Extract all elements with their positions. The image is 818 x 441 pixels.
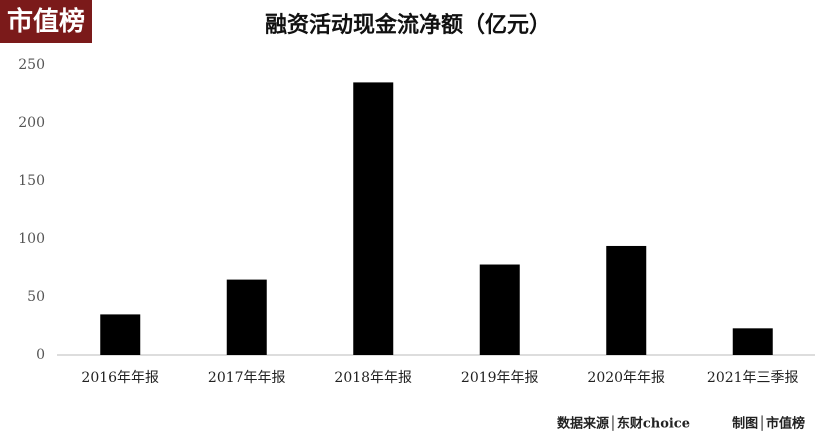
y-tick-label: 150	[18, 173, 45, 189]
chart-title: 融资活动现金流净额（亿元）	[265, 12, 551, 38]
x-tick-label: 2021年三季报	[707, 370, 799, 386]
y-tick-label: 200	[18, 115, 45, 131]
logo: 市值榜	[7, 6, 85, 37]
x-tick-label: 2019年年报	[461, 370, 539, 386]
bar	[353, 82, 394, 356]
x-tick-label: 2016年年报	[81, 370, 159, 386]
x-tick-label: 2017年年报	[208, 370, 286, 386]
y-tick-label: 100	[18, 231, 45, 247]
logo-box	[0, 0, 92, 43]
x-tick-label: 2020年年报	[587, 370, 665, 386]
bar	[732, 328, 773, 355]
x-tick-label: 2018年年报	[334, 370, 412, 386]
y-tick-label: 0	[36, 347, 45, 363]
bar	[479, 264, 520, 355]
y-tick-label: 250	[18, 57, 45, 73]
footer-credit: 制图│市值榜	[732, 415, 805, 432]
bar	[226, 279, 267, 355]
bar	[100, 314, 141, 355]
y-tick-label: 50	[27, 289, 45, 305]
bar	[606, 245, 647, 355]
footer-source: 数据来源│东财choice	[557, 415, 690, 432]
